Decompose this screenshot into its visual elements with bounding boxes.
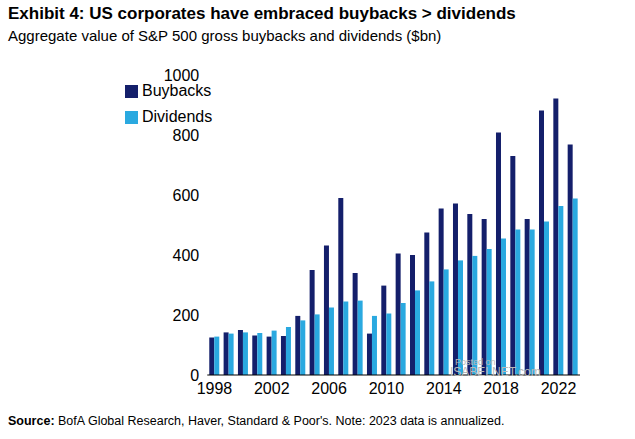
svg-text:0: 0 — [190, 367, 199, 384]
svg-text:600: 600 — [173, 187, 200, 204]
svg-text:1000: 1000 — [164, 67, 200, 84]
html-text:Dividends: Dividends — [142, 108, 213, 125]
svg-text:2006: 2006 — [311, 380, 347, 397]
svg-text:2014: 2014 — [426, 380, 462, 397]
svg-text:2022: 2022 — [541, 380, 577, 397]
html-text:Aggregate value of S&P 500 gro: Aggregate value of S&P 500 gross buyback… — [8, 27, 442, 44]
svg-text:800: 800 — [173, 127, 200, 144]
html-text:Posted on: Posted on — [455, 357, 496, 367]
svg-text:2002: 2002 — [254, 380, 290, 397]
html-text:Exhibit 4: US corporates have: Exhibit 4: US corporates have embraced b… — [8, 4, 516, 23]
html-text:ISABELNET.com: ISABELNET.com — [450, 365, 541, 379]
html-text:Buybacks: Buybacks — [142, 82, 212, 99]
svg-text:2010: 2010 — [369, 380, 405, 397]
svg-text:1998: 1998 — [197, 380, 233, 397]
html-text:Source: BofA Global Research,: Source: BofA Global Research, Haver, Sta… — [8, 414, 505, 428]
svg-text:2018: 2018 — [483, 380, 519, 397]
svg-text:400: 400 — [173, 247, 200, 264]
svg-text:200: 200 — [173, 307, 200, 324]
